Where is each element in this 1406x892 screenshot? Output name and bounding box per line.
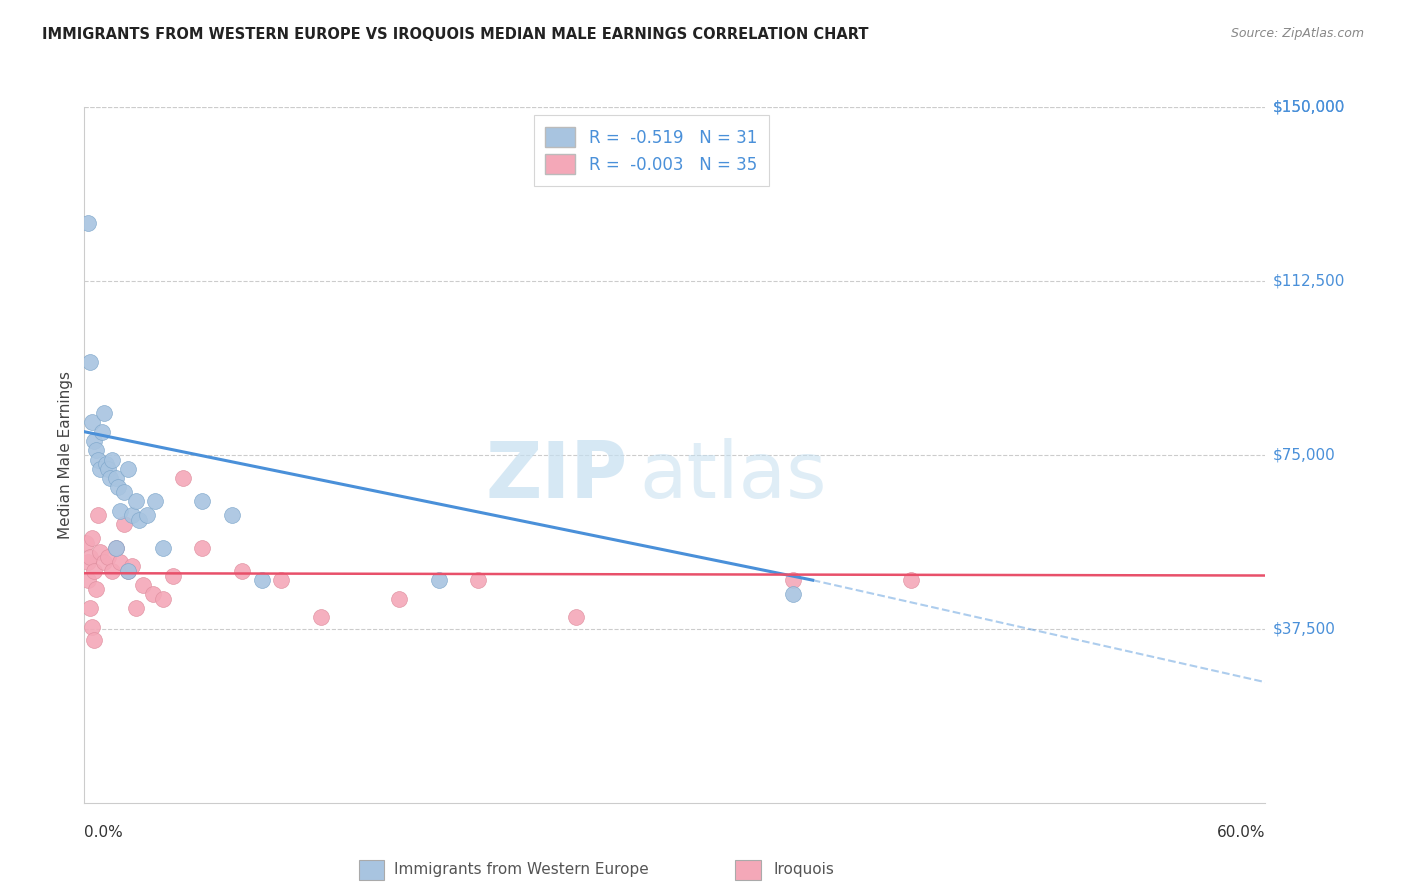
Point — [270, 573, 292, 587]
Point — [77, 216, 100, 230]
Text: Iroquois: Iroquois — [773, 863, 834, 877]
Text: Source: ZipAtlas.com: Source: ZipAtlas.com — [1230, 27, 1364, 40]
Point — [89, 462, 111, 476]
Text: atlas: atlas — [640, 438, 827, 514]
Point — [98, 471, 121, 485]
Point — [782, 587, 804, 601]
Point — [82, 532, 104, 546]
Text: Immigrants from Western Europe: Immigrants from Western Europe — [394, 863, 648, 877]
Point — [117, 564, 139, 578]
Point — [388, 591, 411, 606]
Point — [108, 503, 131, 517]
Point — [112, 517, 135, 532]
Point — [89, 545, 111, 559]
Legend: R =  -0.519   N = 31, R =  -0.003   N = 35: R = -0.519 N = 31, R = -0.003 N = 35 — [534, 115, 769, 186]
Point — [782, 573, 804, 587]
Point — [108, 555, 131, 569]
Point — [94, 457, 117, 471]
Point — [93, 406, 115, 420]
Point — [117, 462, 139, 476]
Point — [565, 610, 588, 624]
Point — [231, 564, 253, 578]
Point — [117, 564, 139, 578]
Point — [87, 508, 110, 523]
Point — [93, 555, 115, 569]
Point — [124, 601, 146, 615]
Point — [91, 425, 114, 439]
Point — [121, 508, 143, 523]
Text: ZIP: ZIP — [485, 438, 627, 514]
Point — [191, 541, 214, 555]
Text: IMMIGRANTS FROM WESTERN EUROPE VS IROQUOIS MEDIAN MALE EARNINGS CORRELATION CHAR: IMMIGRANTS FROM WESTERN EUROPE VS IROQUO… — [42, 27, 869, 42]
Point — [221, 508, 243, 523]
Point — [132, 578, 155, 592]
Text: $112,500: $112,500 — [1272, 274, 1344, 288]
Point — [107, 480, 129, 494]
Y-axis label: Median Male Earnings: Median Male Earnings — [58, 371, 73, 539]
Point — [77, 555, 100, 569]
Point — [142, 587, 165, 601]
Point — [83, 633, 105, 648]
Point — [104, 541, 127, 555]
Text: $75,000: $75,000 — [1272, 448, 1336, 462]
Point — [83, 564, 105, 578]
Point — [79, 355, 101, 369]
Point — [900, 573, 922, 587]
Text: 0.0%: 0.0% — [84, 825, 124, 840]
Point — [309, 610, 332, 624]
Text: 60.0%: 60.0% — [1218, 825, 1265, 840]
Point — [124, 494, 146, 508]
Point — [101, 452, 124, 467]
Point — [84, 582, 107, 597]
Point — [82, 619, 104, 633]
Point — [143, 494, 166, 508]
Point — [79, 601, 101, 615]
Point — [101, 564, 124, 578]
Point — [97, 549, 120, 564]
Point — [162, 568, 184, 582]
Point — [136, 508, 159, 523]
Text: $37,500: $37,500 — [1272, 622, 1336, 636]
Point — [112, 485, 135, 500]
Point — [427, 573, 450, 587]
Point — [104, 471, 127, 485]
Point — [152, 591, 174, 606]
Text: $150,000: $150,000 — [1272, 100, 1344, 114]
Point — [191, 494, 214, 508]
Point — [97, 462, 120, 476]
Point — [128, 513, 150, 527]
Point — [84, 443, 107, 458]
Point — [87, 452, 110, 467]
Point — [83, 434, 105, 448]
Point — [82, 416, 104, 430]
Point — [77, 573, 100, 587]
Text: $150,000: $150,000 — [1272, 100, 1344, 114]
Point — [121, 559, 143, 574]
Point — [104, 541, 127, 555]
Point — [79, 549, 101, 564]
Point — [152, 541, 174, 555]
Point — [467, 573, 489, 587]
Point — [250, 573, 273, 587]
Point — [172, 471, 194, 485]
Point — [75, 536, 97, 550]
